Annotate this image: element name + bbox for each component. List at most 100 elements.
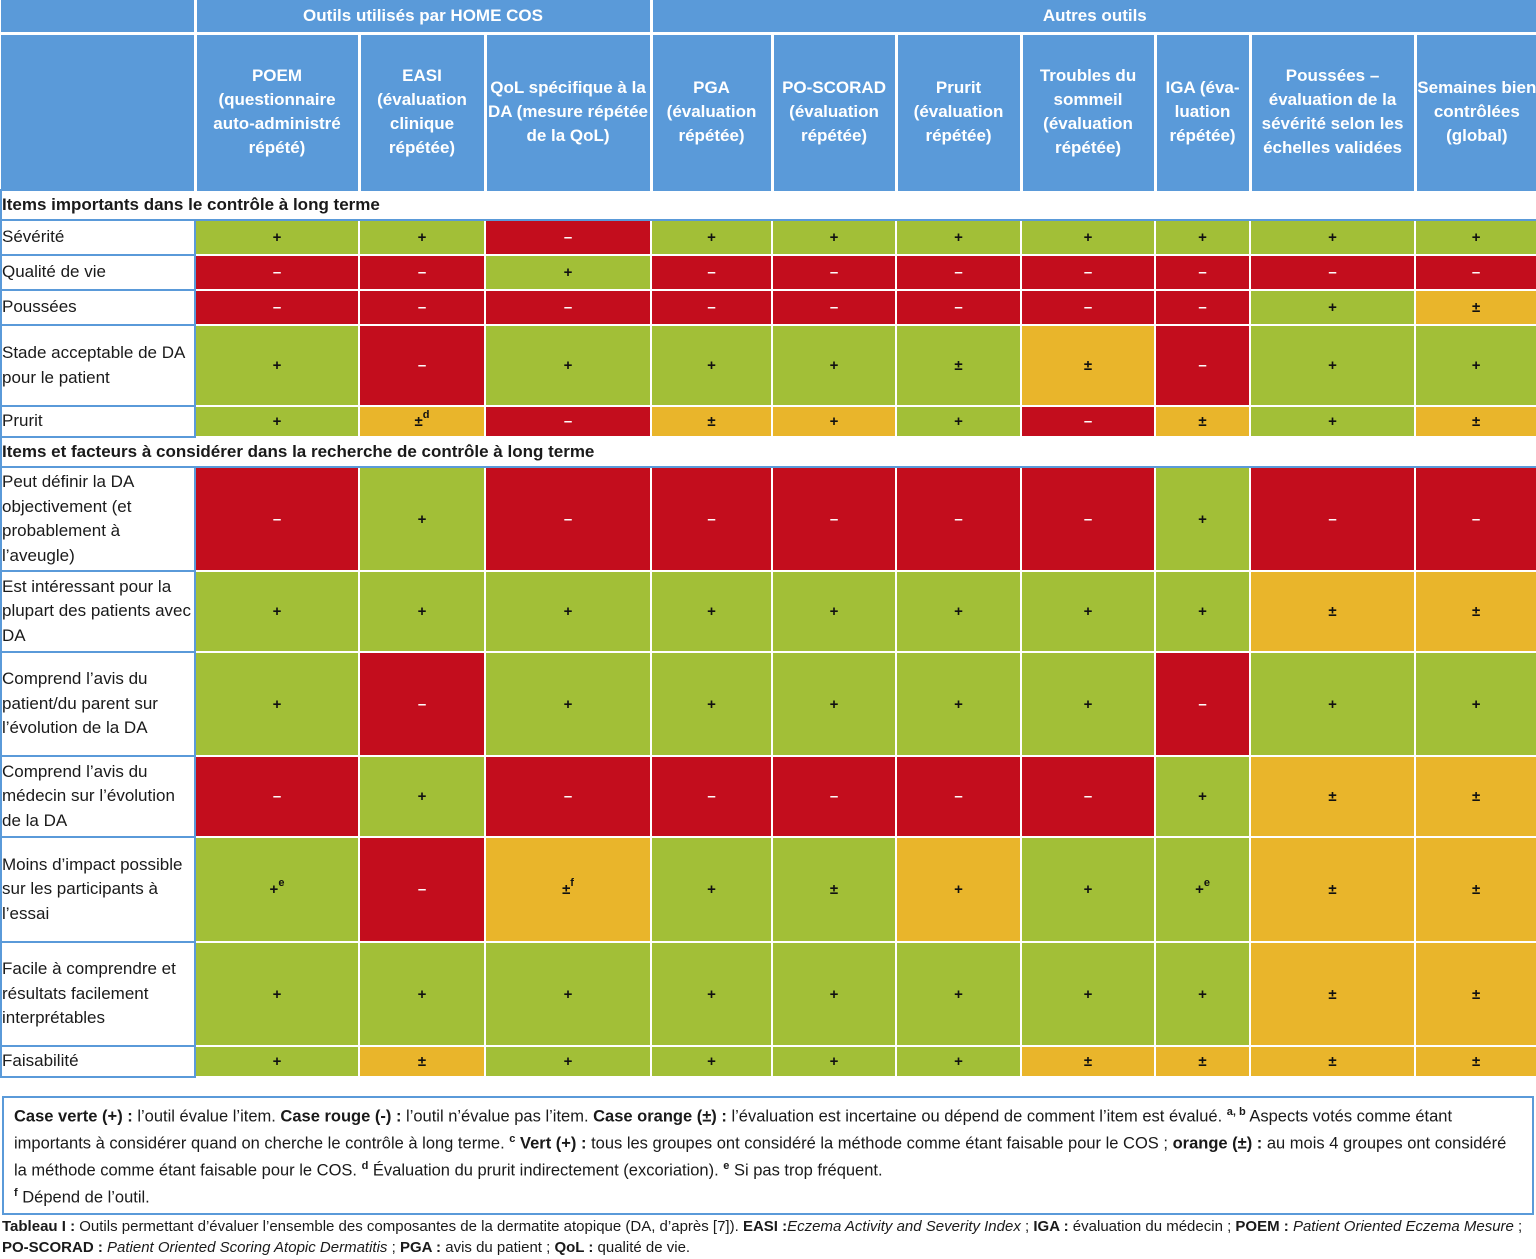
rating-symbol: + — [1198, 229, 1207, 246]
rating-cell: – — [358, 289, 486, 326]
row-label: Est intéressant pour la plupart des pati… — [0, 570, 196, 653]
legend-sup-d: d — [361, 1160, 369, 1172]
rating-symbol: + — [563, 985, 573, 1003]
caption-poem-text: Patient Oriented Eczema Mesure — [1292, 1218, 1514, 1235]
rating-cell: – — [483, 405, 653, 438]
table-row: Peut définir la DA objectivement (et pro… — [0, 466, 1536, 572]
rating-symbol: – — [563, 299, 573, 316]
rating-cell: + — [358, 755, 486, 838]
legend-vert-label: Vert (+) : — [515, 1134, 587, 1153]
rating-cell: + — [358, 219, 486, 256]
rating-symbol: + — [417, 603, 427, 620]
rating-symbol: – — [1083, 788, 1093, 805]
section-header-row: Items et facteurs à considérer dans la r… — [0, 436, 1536, 468]
rating-symbol: + — [563, 264, 573, 281]
rating-cell: +e — [1154, 836, 1252, 943]
rating-cell: + — [1154, 755, 1252, 838]
caption-iga-label: IGA : — [1033, 1218, 1069, 1235]
rating-cell: + — [895, 405, 1023, 438]
rating-cell: – — [483, 219, 653, 256]
rating-symbol: + — [1198, 985, 1207, 1003]
rating-cell: ± — [1249, 1045, 1417, 1078]
rating-cell: + — [895, 836, 1023, 943]
rating-cell: – — [650, 755, 774, 838]
rating-symbol: ± — [1471, 985, 1481, 1003]
column-header: Poussées – évaluation de la sévérité sel… — [1248, 33, 1416, 190]
rating-cell: + — [483, 570, 653, 653]
rating-cell: – — [358, 836, 486, 943]
rating-symbol: + — [954, 229, 963, 246]
table-row: Stade acceptable de DA pour le patient + –… — [0, 324, 1536, 407]
rating-cell: + — [358, 570, 486, 653]
rating-symbol: + — [1471, 229, 1481, 246]
rating-cell: + — [1249, 324, 1417, 407]
rating-cell: + — [895, 651, 1023, 757]
table-row: Poussées – – – – – – – – + ± — [0, 289, 1536, 326]
rating-cell: – — [650, 289, 774, 326]
caption-qol-text: qualité de vie. — [593, 1239, 691, 1256]
row-label: Qualité de vie — [0, 254, 196, 291]
rating-cell: + — [1249, 405, 1417, 438]
rating-cell: + — [194, 570, 360, 653]
column-header-row: POEM (questionnaire auto-administré répé… — [1, 33, 1536, 190]
rating-symbol: + — [1198, 788, 1207, 805]
rating-symbol: – — [829, 299, 839, 316]
caption-qol-label: QoL : — [554, 1239, 594, 1256]
rating-cell: ± — [1020, 1045, 1157, 1078]
rating-cell: + — [1020, 219, 1157, 256]
rating-symbol: + — [1198, 510, 1207, 528]
rating-cell: + — [1154, 570, 1252, 653]
rating-cell: – — [358, 651, 486, 757]
rating-symbol: – — [707, 264, 716, 281]
legend-green-label: Case verte (+) : — [14, 1107, 133, 1126]
column-header: Troubles du sommeil (évaluation répétée) — [1019, 33, 1156, 190]
rating-cell: – — [1414, 254, 1536, 291]
rating-symbol: – — [1083, 510, 1093, 528]
column-header: IGA (éva-luation répétée) — [1153, 33, 1251, 190]
rating-symbol: – — [954, 299, 963, 316]
table-row: Comprend l’avis du patient/du parent sur… — [0, 651, 1536, 757]
rating-cell: – — [358, 254, 486, 291]
rating-symbol: + — [1328, 413, 1337, 430]
column-header: EASI (évaluation clinique répétée) — [357, 33, 485, 190]
rating-symbol: – — [1328, 510, 1337, 528]
rating-symbol: ± — [1328, 788, 1337, 805]
rating-symbol: – — [417, 695, 427, 713]
rating-symbol: – — [272, 510, 282, 528]
column-header: Prurit (évaluation répétée) — [894, 33, 1022, 190]
rating-symbol: – — [563, 229, 573, 246]
caption-poem-label: POEM : — [1235, 1218, 1289, 1235]
rating-cell: + — [895, 219, 1023, 256]
rating-cell: – — [194, 289, 360, 326]
rating-symbol: + — [417, 229, 427, 246]
rating-cell: + — [771, 219, 898, 256]
rating-symbol: – — [272, 264, 282, 281]
rating-cell: + — [650, 324, 774, 407]
rating-symbol: + — [954, 413, 963, 430]
rating-cell: ± — [358, 1045, 486, 1078]
legend-sup-c: c — [509, 1133, 516, 1145]
rating-symbol: – — [954, 264, 963, 281]
rating-cell: ± — [1414, 570, 1536, 653]
table-row: Qualité de vie – – + – – – – – – – — [0, 254, 1536, 291]
rating-symbol: + — [829, 357, 839, 374]
rating-symbol: + — [707, 695, 716, 713]
rating-symbol: ± — [829, 881, 839, 898]
tools-comparison-table: Outils utilisés par HOME COS Autres outil… — [0, 0, 1536, 1078]
row-label: Prurit — [0, 405, 196, 438]
rating-cell: + — [1154, 219, 1252, 256]
rating-symbol: + — [1471, 695, 1481, 713]
caption-easi-label: EASI : — [742, 1218, 788, 1235]
rating-cell: – — [1154, 651, 1252, 757]
legend-f-text: Dépend de l’outil. — [17, 1188, 150, 1207]
rating-symbol: – — [563, 788, 573, 805]
rating-cell: – — [771, 254, 898, 291]
caption-easi-text: Eczema Activity and Severity Index — [787, 1218, 1021, 1235]
rating-cell: + — [483, 651, 653, 757]
rating-symbol: + — [1083, 603, 1093, 620]
rating-cell: ± — [895, 324, 1023, 407]
rating-symbol: ± — [1471, 299, 1481, 316]
rating-symbol: – — [272, 299, 282, 316]
rating-symbol: – — [417, 357, 427, 374]
rating-symbol: + — [1083, 229, 1093, 246]
